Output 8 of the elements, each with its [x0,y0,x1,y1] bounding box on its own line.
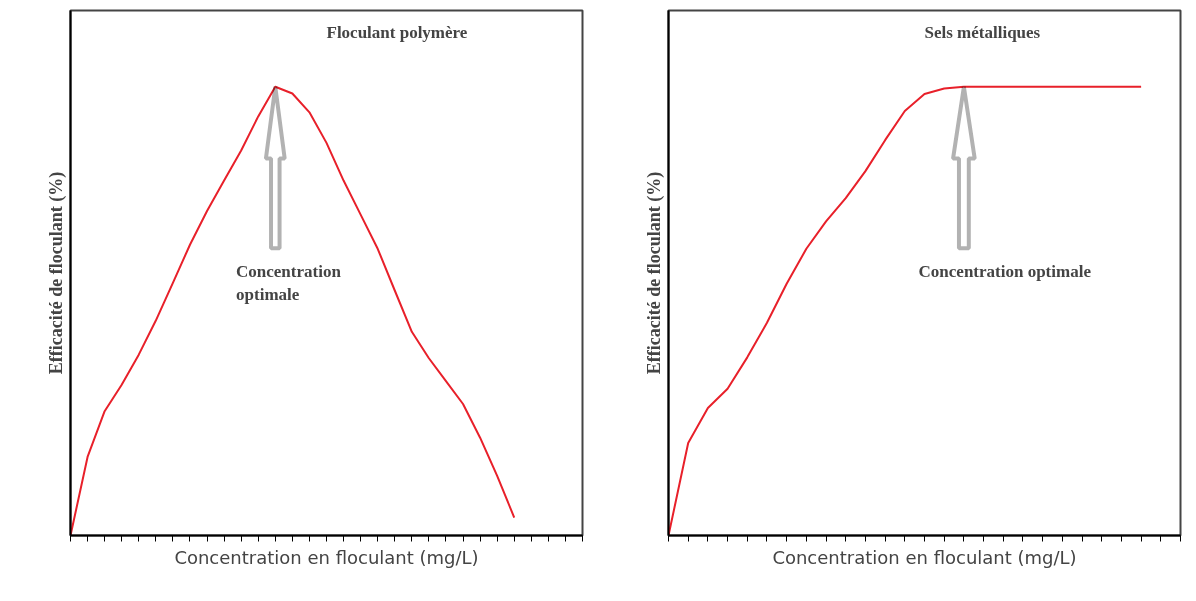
x-axis-title: Concentration en floculant (mg/L) [174,546,479,568]
annotation: Concentration optimale [236,261,342,304]
chart-title: Sels métalliques [924,23,1041,43]
y-axis-title: Efficacité de floculant (%) [45,171,67,375]
chart-title: Floculant polymère [326,23,468,43]
y-axis-title: Efficacité de floculant (%) [643,171,665,375]
annotation: Concentration optimale [918,261,1092,281]
x-axis-title: Concentration en floculant (mg/L) [772,546,1077,568]
